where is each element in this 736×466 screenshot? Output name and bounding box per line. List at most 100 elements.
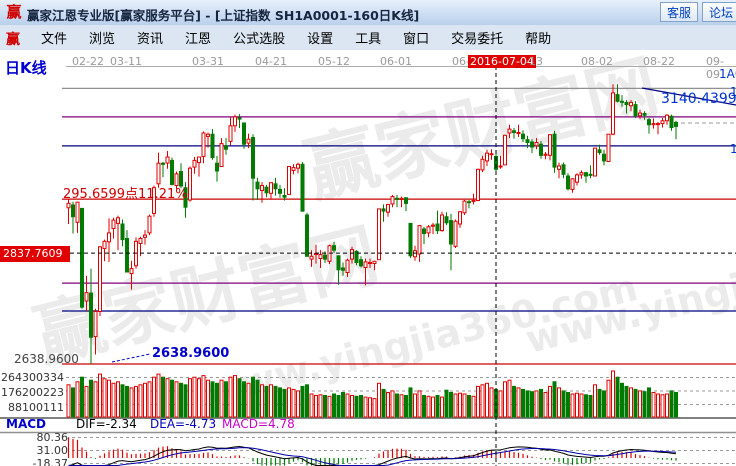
volume-bar (593, 384, 597, 418)
candle-body (624, 101, 629, 106)
candle-body (377, 208, 381, 261)
low-pointer-label: 2638.9600 (152, 346, 230, 361)
candle-body (431, 224, 435, 227)
volume-bar (548, 385, 552, 418)
volume-bar (291, 388, 296, 418)
volume-bar (426, 395, 431, 418)
candle-body (660, 120, 665, 125)
date-tick: 08-22 (643, 55, 675, 68)
volume-bar (242, 381, 246, 418)
high-price-label: 3140.4399 (661, 91, 736, 107)
volume-bar (156, 373, 161, 418)
candle-body (566, 175, 570, 190)
volume-bar (669, 390, 674, 418)
candle-body (138, 238, 143, 244)
forum-button[interactable]: 论坛 (702, 2, 736, 22)
chart-canvas[interactable] (0, 50, 736, 466)
candle-body (228, 125, 233, 142)
candle-body (363, 261, 368, 268)
volume-bar (489, 387, 494, 418)
menu-item-1[interactable]: 文件 (41, 32, 68, 47)
volume-bar (224, 381, 228, 418)
low-axis-label: 2638.9600 (14, 352, 79, 366)
menu-item-9[interactable]: 交易委托 (451, 32, 504, 47)
candle-body (516, 132, 521, 134)
volume-bar (273, 385, 278, 418)
volume-bar (192, 376, 197, 418)
candle-body (80, 207, 84, 308)
candle-body (233, 116, 237, 127)
candle-body (453, 220, 458, 247)
volume-bar (336, 395, 341, 418)
candle-body (309, 255, 314, 260)
candle-body (642, 113, 647, 116)
menu-item-4[interactable]: 江恩 (185, 32, 212, 47)
date-tick: 03-11 (110, 55, 142, 68)
candle-body (602, 153, 606, 162)
candle-body (314, 253, 318, 255)
volume-bar (318, 394, 323, 418)
volume-bar (417, 390, 422, 418)
volume-bar (354, 395, 359, 418)
volume-bar (66, 384, 71, 418)
candle-body (282, 195, 287, 198)
customer-service-button[interactable]: 客服 (660, 2, 698, 22)
volume-bar (147, 381, 152, 418)
gann-resistance-label: 295.6599点11.21% (63, 187, 188, 202)
volume-bar (278, 387, 282, 418)
volume-bar (269, 384, 273, 418)
candle-body (210, 133, 215, 159)
candle-body (219, 143, 224, 167)
candle-body (278, 188, 282, 194)
candle-body (345, 259, 350, 273)
candle-body (507, 128, 512, 134)
volume-bar (152, 376, 156, 418)
candle-body (674, 122, 678, 127)
candle-body (341, 267, 345, 271)
volume-bar (75, 381, 80, 418)
candle-body (111, 219, 116, 230)
volume-bar (372, 398, 377, 418)
volume-bar (606, 379, 611, 418)
candle-body (435, 223, 440, 232)
volume-axis-label: 176200223 (1, 386, 64, 399)
candle-body (89, 292, 93, 338)
volume-bar (656, 393, 660, 418)
menu-item-2[interactable]: 浏览 (89, 32, 116, 47)
candle-body (305, 214, 309, 257)
volume-bar (440, 396, 444, 418)
volume-bar (134, 385, 138, 418)
candle-body (656, 123, 660, 126)
volume-bar (624, 385, 629, 418)
menu-item-3[interactable]: 资讯 (137, 32, 164, 47)
candle-body (669, 115, 674, 129)
right-edge-price-fragment: 1 (730, 85, 736, 99)
candle-body (170, 159, 174, 185)
menu-item-8[interactable]: 窗口 (403, 32, 430, 47)
candle-body (444, 216, 449, 224)
volume-bar (237, 378, 242, 418)
candle-body (417, 225, 422, 255)
menu-item-5[interactable]: 公式选股 (233, 32, 286, 47)
candle-body (318, 254, 323, 260)
candle-body (386, 203, 390, 213)
volume-bar (615, 376, 620, 418)
menu-item-6[interactable]: 设置 (307, 32, 334, 47)
candle-body (458, 211, 462, 225)
candle-body (539, 143, 543, 156)
volume-bar (431, 396, 435, 418)
macd-axis-label: -18.37 (32, 457, 68, 466)
volume-bar (530, 391, 534, 418)
volume-bar (179, 382, 183, 418)
macd-indicator-label[interactable]: MACD (6, 417, 46, 431)
volume-bar (602, 390, 606, 418)
candle-body (300, 163, 305, 212)
candle-body (174, 173, 179, 187)
date-tick: 06-01 (380, 55, 412, 68)
volume-bar (462, 393, 467, 418)
volume-bar (125, 385, 129, 418)
candle-body (606, 133, 611, 162)
menu-item-7[interactable]: 工具 (355, 32, 382, 47)
candle-body (489, 153, 494, 156)
menu-item-10[interactable]: 帮助 (525, 32, 552, 47)
